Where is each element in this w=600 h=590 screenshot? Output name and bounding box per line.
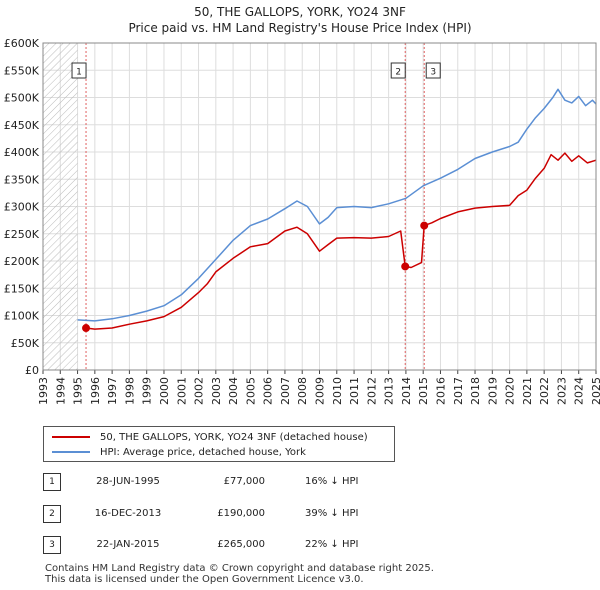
series-line-property <box>85 152 597 330</box>
x-tick-label: 2004 <box>227 377 240 405</box>
legend-label-property: 50, THE GALLOPS, YORK, YO24 3NF (detache… <box>100 431 368 443</box>
x-tick-label: 2009 <box>314 377 327 405</box>
y-tick-label: £100K <box>4 310 40 323</box>
y-tick-label: £400K <box>4 146 40 159</box>
x-tick-label: 2007 <box>279 377 292 405</box>
legend-swatch-property <box>52 436 90 438</box>
footer-attribution: Contains HM Land Registry data © Crown c… <box>45 563 434 585</box>
legend-item-hpi: HPI: Average price, detached house, York <box>52 445 306 459</box>
badge-box <box>71 62 87 79</box>
hatched-region <box>43 43 78 370</box>
badge-number: 1 <box>76 68 82 78</box>
y-tick-label: £600K <box>4 37 40 50</box>
x-tick-label: 2023 <box>555 377 568 405</box>
x-tick-label: 2017 <box>452 377 465 405</box>
legend-label-hpi: HPI: Average price, detached house, York <box>100 446 306 458</box>
y-tick-label: £200K <box>4 255 40 268</box>
x-tick-label: 1994 <box>54 377 67 405</box>
x-tick-label: 2000 <box>158 377 171 405</box>
transaction-date: 28-JUN-1995 <box>96 476 160 487</box>
transaction-hpi-diff: 39% ↓ HPI <box>305 508 359 519</box>
x-tick-label: 2001 <box>175 377 188 405</box>
price-chart: £0 £50K £100K £150K £200K £250K £300K £350K £400… <box>4 37 600 405</box>
badge-box <box>425 62 441 79</box>
x-tick-label: 1995 <box>72 377 85 405</box>
table-row: 3 22-JAN-2015 £265,000 22% ↓ HPI <box>43 536 543 554</box>
transaction-label-badge: 2 <box>390 62 406 79</box>
x-tick-label: 1993 <box>37 377 50 405</box>
x-tick-label: 2021 <box>521 377 534 405</box>
y-tick-label: £150K <box>4 282 40 295</box>
y-tick-label: £450K <box>4 119 40 132</box>
x-tick-label: 2003 <box>210 377 223 405</box>
y-tick-label: £350K <box>4 173 40 186</box>
x-tick-label: 1999 <box>141 377 154 405</box>
x-tick-label: 1997 <box>106 377 119 405</box>
footer-line-1: Contains HM Land Registry data © Crown c… <box>45 563 434 574</box>
x-tick-label: 2006 <box>262 377 275 405</box>
transaction-badge: 2 <box>43 505 61 523</box>
transaction-hpi-diff: 16% ↓ HPI <box>305 476 359 487</box>
x-tick-label: 2020 <box>504 377 517 405</box>
transaction-price: £190,000 <box>217 508 265 519</box>
y-tick-label: £50K <box>11 337 40 350</box>
x-tick-label: 1998 <box>123 377 136 405</box>
transaction-badge: 3 <box>43 536 61 554</box>
x-tick-label: 2002 <box>193 377 206 405</box>
x-tick-label: 2016 <box>434 377 447 405</box>
x-tick-label: 2025 <box>590 377 600 405</box>
y-tick-label: £500K <box>4 92 40 105</box>
x-tick-label: 2022 <box>538 377 551 405</box>
legend-swatch-hpi <box>52 451 90 453</box>
transaction-date: 22-JAN-2015 <box>96 539 160 550</box>
badge-number: 2 <box>395 68 401 78</box>
transaction-marker <box>82 324 91 333</box>
table-row: 2 16-DEC-2013 £190,000 39% ↓ HPI <box>43 505 543 523</box>
x-tick-label: 2008 <box>296 377 309 405</box>
x-tick-label: 2013 <box>383 377 396 405</box>
x-tick-label: 2015 <box>417 377 430 405</box>
y-tick-label: £250K <box>4 228 40 241</box>
transaction-label-badge: 1 <box>71 62 87 79</box>
y-tick-label: £550K <box>4 64 40 77</box>
chart-legend: 50, THE GALLOPS, YORK, YO24 3NF (detache… <box>43 426 395 462</box>
x-tick-label: 2012 <box>365 377 378 405</box>
chart-subtitle: Price paid vs. HM Land Registry's House … <box>128 21 472 35</box>
footer-line-2: This data is licensed under the Open Gov… <box>45 574 364 585</box>
transaction-price: £77,000 <box>223 476 265 487</box>
transaction-label-badge: 3 <box>425 62 441 79</box>
badge-number: 3 <box>430 68 436 78</box>
x-tick-label: 2024 <box>573 377 586 405</box>
chart-title-block: 50, THE GALLOPS, YORK, YO24 3NF Price pa… <box>0 4 600 36</box>
series-line-hpi <box>77 88 597 322</box>
badge-box <box>390 62 406 79</box>
transaction-hpi-diff: 22% ↓ HPI <box>305 539 359 550</box>
transaction-marker <box>401 262 410 271</box>
transaction-marker <box>420 221 429 230</box>
table-row: 1 28-JUN-1995 £77,000 16% ↓ HPI <box>43 473 543 491</box>
x-tick-label: 2005 <box>244 377 257 405</box>
x-tick-label: 2019 <box>486 377 499 405</box>
y-tick-label: £300K <box>4 201 40 214</box>
x-tick-label: 2010 <box>331 377 344 405</box>
x-tick-label: 2018 <box>469 377 482 405</box>
x-tick-label: 2014 <box>400 377 413 405</box>
x-tick-label: 2011 <box>348 377 361 405</box>
legend-item-property: 50, THE GALLOPS, YORK, YO24 3NF (detache… <box>52 430 368 444</box>
y-tick-label: £0 <box>25 364 39 377</box>
chart-title: 50, THE GALLOPS, YORK, YO24 3NF <box>194 5 406 19</box>
x-tick-label: 1996 <box>89 377 102 405</box>
transaction-date: 16-DEC-2013 <box>94 508 162 519</box>
plot-border <box>42 42 597 371</box>
transaction-badge: 1 <box>43 473 61 491</box>
transaction-price: £265,000 <box>217 539 265 550</box>
